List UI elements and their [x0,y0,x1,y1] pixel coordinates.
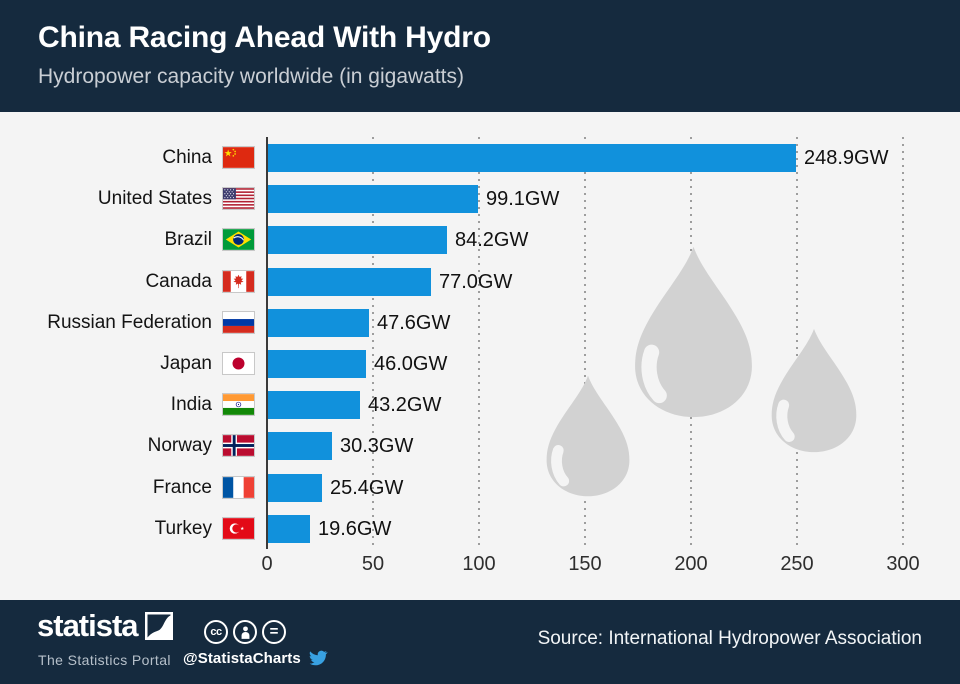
table-row: Norway 30.3GW [0,432,960,461]
gridline [372,137,374,549]
statista-logo: statista [37,608,173,643]
statista-logo-icon [144,612,173,641]
table-row: Canada 77.0GW [0,267,960,296]
gridline [584,137,586,549]
water-drop-icon [543,373,633,499]
china-flag-icon [223,147,254,168]
cc-icon: cc [204,620,228,644]
bar-china [268,144,796,172]
social-row: @StatistaCharts [183,649,329,667]
y-axis-line [266,137,268,549]
water-drop-icon [630,243,757,421]
statista-wordmark: statista [37,608,139,643]
country-label: India [170,394,212,416]
value-label: 47.6GW [377,311,451,334]
country-label: Russian Federation [47,311,212,333]
canada-flag-icon [223,270,254,292]
x-axis-tick-label: 300 [886,553,920,575]
country-label: Japan [160,353,212,374]
turkey-flag-icon [223,517,254,539]
bar-brazil [268,226,447,255]
norway-flag-icon [223,435,254,457]
gridline [902,137,904,549]
france-flag-icon [223,476,254,498]
x-axis-tick-label: 50 [361,553,385,575]
usa-flag-icon [223,188,254,210]
twitter-handle: @StatistaCharts [183,649,301,667]
country-label: Canada [145,270,212,292]
twitter-icon [309,650,328,666]
bar-france [268,473,322,502]
bar-japan [268,350,366,378]
value-label: 46.0GW [374,353,448,375]
table-row: Japan 46.0GW [0,350,960,378]
source-text: Source: International Hydropower Associa… [537,628,922,649]
bar-chart: China 248.9GW United States 99.1GW Brazil 84.… [0,112,960,600]
page-title: China Racing Ahead With Hydro [38,21,491,54]
equals-icon: = [262,620,286,644]
bar-norway [268,432,332,461]
country-label: Turkey [154,517,212,539]
country-label: Brazil [164,229,212,251]
country-label: Norway [147,435,212,457]
gridline [478,137,480,549]
india-flag-icon [223,394,254,416]
x-axis-tick-label: 150 [568,553,602,575]
x-axis-tick-label: 250 [780,553,814,575]
table-row: Russian Federation 47.6GW [0,308,960,337]
bar-usa [268,185,478,214]
x-axis-tick-label: 0 [261,553,273,575]
country-label: France [152,476,212,498]
value-label: 248.9GW [804,147,889,169]
bar-russia [268,308,369,337]
license-icons: cc = [204,620,286,644]
footer: statista The Statistics Portal cc = @Sta… [0,600,960,684]
table-row: France 25.4GW [0,473,960,502]
value-label: 30.3GW [340,435,414,458]
table-row: United States 99.1GW [0,185,960,214]
attribution-icon [233,620,257,644]
table-row: India 43.2GW [0,391,960,420]
statista-tagline: The Statistics Portal [38,652,171,668]
table-row: Turkey 19.6GW [0,514,960,543]
bar-canada [268,267,431,296]
gridline [796,137,798,549]
value-label: 43.2GW [368,394,442,417]
value-label: 19.6GW [318,517,392,540]
value-label: 25.4GW [330,476,404,499]
table-row: China 248.9GW [0,144,960,172]
page-subtitle: Hydropower capacity worldwide (in gigawa… [38,64,465,88]
value-label: 77.0GW [439,270,513,293]
russia-flag-icon [223,311,254,333]
value-label: 99.1GW [486,188,560,211]
water-drop-icon [768,326,860,455]
x-axis-tick-label: 100 [462,553,496,575]
value-label: 84.2GW [455,229,529,252]
bar-india [268,391,360,420]
x-axis-tick-label: 200 [674,553,708,575]
country-label: China [162,147,212,168]
country-label: United States [97,188,212,210]
brazil-flag-icon [223,229,254,251]
header: China Racing Ahead With Hydro Hydropower… [0,0,960,112]
japan-flag-icon [223,353,254,374]
bar-turkey [268,514,310,543]
table-row: Brazil 84.2GW [0,226,960,255]
